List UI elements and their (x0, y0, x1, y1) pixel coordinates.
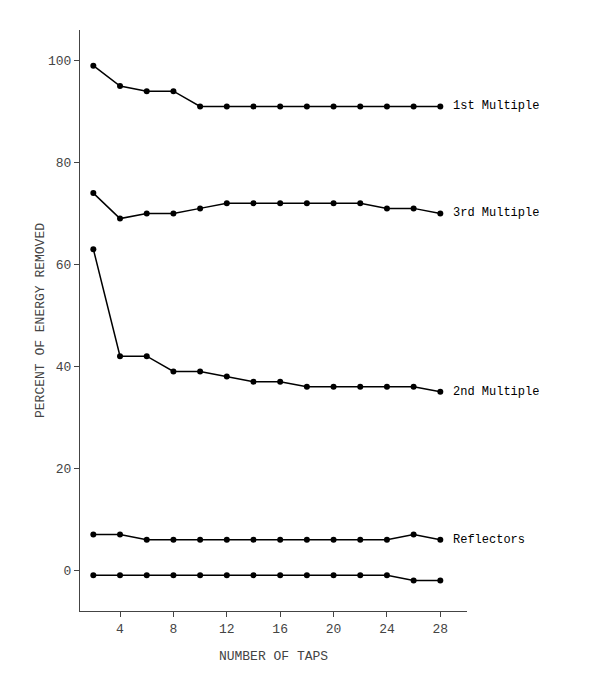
svg-text:Reflectors: Reflectors (453, 533, 525, 547)
svg-text:20: 20 (56, 462, 72, 477)
svg-text:40: 40 (56, 360, 72, 375)
svg-text:2nd Multiple: 2nd Multiple (453, 385, 539, 399)
svg-text:12: 12 (219, 622, 235, 637)
svg-text:100: 100 (48, 54, 71, 69)
svg-text:PERCENT OF ENERGY REMOVED: PERCENT OF ENERGY REMOVED (33, 223, 48, 418)
svg-text:28: 28 (433, 622, 449, 637)
svg-text:60: 60 (56, 258, 72, 273)
svg-text:24: 24 (379, 622, 395, 637)
svg-text:8: 8 (170, 622, 178, 637)
svg-text:0: 0 (64, 564, 72, 579)
svg-text:4: 4 (116, 622, 124, 637)
svg-text:80: 80 (56, 156, 72, 171)
svg-text:3rd Multiple: 3rd Multiple (453, 206, 539, 220)
svg-text:16: 16 (272, 622, 288, 637)
svg-text:20: 20 (326, 622, 342, 637)
svg-text:1st Multiple: 1st Multiple (453, 99, 539, 113)
svg-text:NUMBER OF TAPS: NUMBER OF TAPS (219, 649, 328, 664)
